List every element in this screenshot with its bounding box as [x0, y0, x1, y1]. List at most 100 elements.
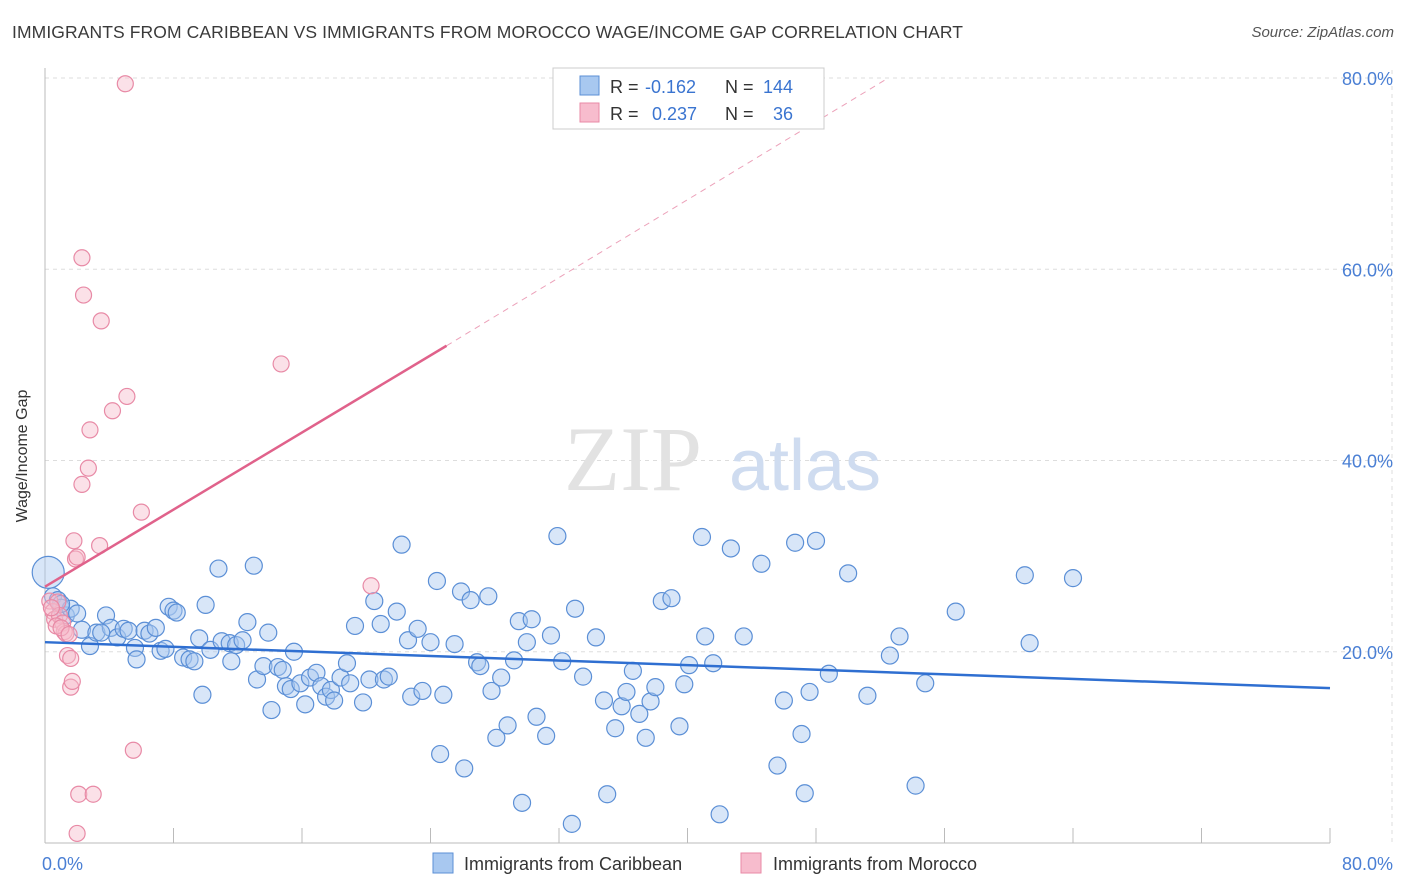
caribbean-point-132	[839, 564, 858, 583]
caribbean-point-83	[479, 587, 498, 606]
caribbean-point-103	[598, 785, 617, 804]
caribbean-point-45	[273, 660, 292, 680]
caribbean-point-24	[167, 603, 186, 622]
caribbean-point-75	[431, 744, 450, 764]
caribbean-point-41	[254, 656, 273, 676]
y-tick-label-0: 20.0%	[1342, 643, 1393, 663]
caribbean-point-137	[916, 674, 935, 693]
caribbean-point-14	[119, 621, 138, 640]
caribbean-point-16	[127, 650, 146, 669]
morocco-point-8	[58, 646, 77, 665]
caribbean-point-117	[692, 527, 712, 547]
caribbean-point-73	[421, 633, 440, 652]
caribbean-point-127	[792, 724, 811, 744]
r-label-2: R =	[610, 104, 639, 124]
caribbean-point-56	[325, 691, 344, 710]
r-value-1: -0.162	[645, 77, 696, 97]
caribbean-point-30	[196, 595, 215, 614]
caribbean-point-59	[341, 674, 360, 693]
caribbean-point-107	[623, 661, 642, 680]
caribbean-point-85	[487, 728, 506, 747]
caribbean-point-110	[641, 692, 660, 711]
caribbean-point-109	[636, 728, 655, 747]
y-tick-label-2: 60.0%	[1342, 260, 1393, 280]
morocco-point-29	[132, 503, 150, 521]
caribbean-point-66	[379, 667, 398, 686]
morocco-point-3	[49, 593, 67, 611]
morocco-point-16	[70, 785, 88, 803]
morocco-point-28	[124, 741, 142, 759]
caribbean-point-124	[768, 756, 787, 775]
morocco-point-24	[92, 312, 110, 330]
caribbean-point-79	[455, 759, 474, 778]
caribbean-point-80	[461, 591, 480, 610]
n-value-1: 144	[763, 77, 793, 97]
caribbean-point-43	[262, 700, 281, 720]
caribbean-point-63	[365, 591, 384, 611]
caribbean-point-76	[434, 685, 453, 704]
caribbean-point-27	[185, 652, 204, 671]
caribbean-point-108	[630, 704, 649, 724]
y-tick-label-1: 40.0%	[1342, 452, 1393, 472]
morocco-points	[41, 75, 380, 843]
morocco-point-35	[60, 625, 78, 644]
caribbean-point-70	[402, 687, 421, 706]
r-label-1: R =	[610, 77, 639, 97]
morocco-point-31	[362, 577, 380, 595]
caribbean-point-141	[1063, 569, 1083, 588]
n-label-1: N =	[725, 77, 754, 97]
caribbean-point-52	[307, 663, 326, 682]
caribbean-point-9	[87, 623, 106, 642]
caribbean-point-105	[612, 697, 631, 716]
caribbean-point-35	[222, 652, 241, 671]
trend-lines	[44, 77, 1331, 690]
grid-lines	[45, 70, 1393, 843]
caribbean-point-50	[296, 695, 315, 714]
caribbean-point-123	[752, 554, 771, 573]
morocco-point-18	[73, 475, 91, 494]
caribbean-point-23	[164, 601, 183, 620]
caribbean-point-61	[353, 693, 373, 712]
caribbean-point-133	[858, 686, 877, 705]
caribbean-point-71	[408, 619, 427, 638]
caribbean-point-68	[392, 535, 411, 554]
caribbean-point-19	[146, 618, 165, 637]
morocco-point-11	[63, 672, 81, 690]
morocco-point-20	[79, 459, 97, 477]
caribbean-point-62	[360, 670, 379, 689]
caribbean-point-49	[291, 674, 310, 693]
watermark: ZIP atlas	[564, 408, 881, 510]
legend-morocco-swatch	[740, 852, 762, 874]
caribbean-point-125	[774, 691, 793, 710]
legend-caribbean-swatch	[432, 852, 454, 874]
caribbean-point-64	[371, 614, 390, 634]
watermark-atlas: atlas	[729, 426, 881, 506]
caribbean-point-120	[710, 805, 729, 824]
caribbean-point-96	[548, 526, 567, 546]
morocco-point-12	[65, 532, 83, 550]
caribbean-point-21	[156, 639, 175, 658]
caribbean-point-118	[696, 627, 715, 646]
caribbean-point-121	[721, 539, 740, 558]
caribbean-point-38	[238, 613, 257, 632]
n-value-2: 36	[773, 104, 793, 124]
caribbean-point-6	[68, 604, 87, 623]
caribbean-point-113	[662, 589, 681, 608]
caribbean-point-72	[413, 681, 432, 701]
morocco-point-19	[74, 286, 93, 304]
caribbean-point-37	[233, 631, 252, 650]
caribbean-point-100	[573, 667, 593, 686]
x-tick-label-0: 0.0%	[42, 854, 83, 874]
caribbean-point-42	[259, 623, 278, 642]
caribbean-point-119	[704, 654, 723, 673]
caribbean-point-25	[174, 648, 193, 667]
caribbean-point-55	[321, 680, 341, 700]
caribbean-point-95	[541, 626, 561, 645]
caribbean-point-94	[537, 726, 556, 746]
n-label-2: N =	[725, 104, 754, 124]
caribbean-point-99	[565, 599, 585, 618]
caribbean-point-53	[312, 677, 331, 696]
caribbean-point-74	[427, 571, 447, 591]
chart-title: IMMIGRANTS FROM CARIBBEAN VS IMMIGRANTS …	[12, 22, 964, 42]
caribbean-point-17	[135, 621, 154, 640]
